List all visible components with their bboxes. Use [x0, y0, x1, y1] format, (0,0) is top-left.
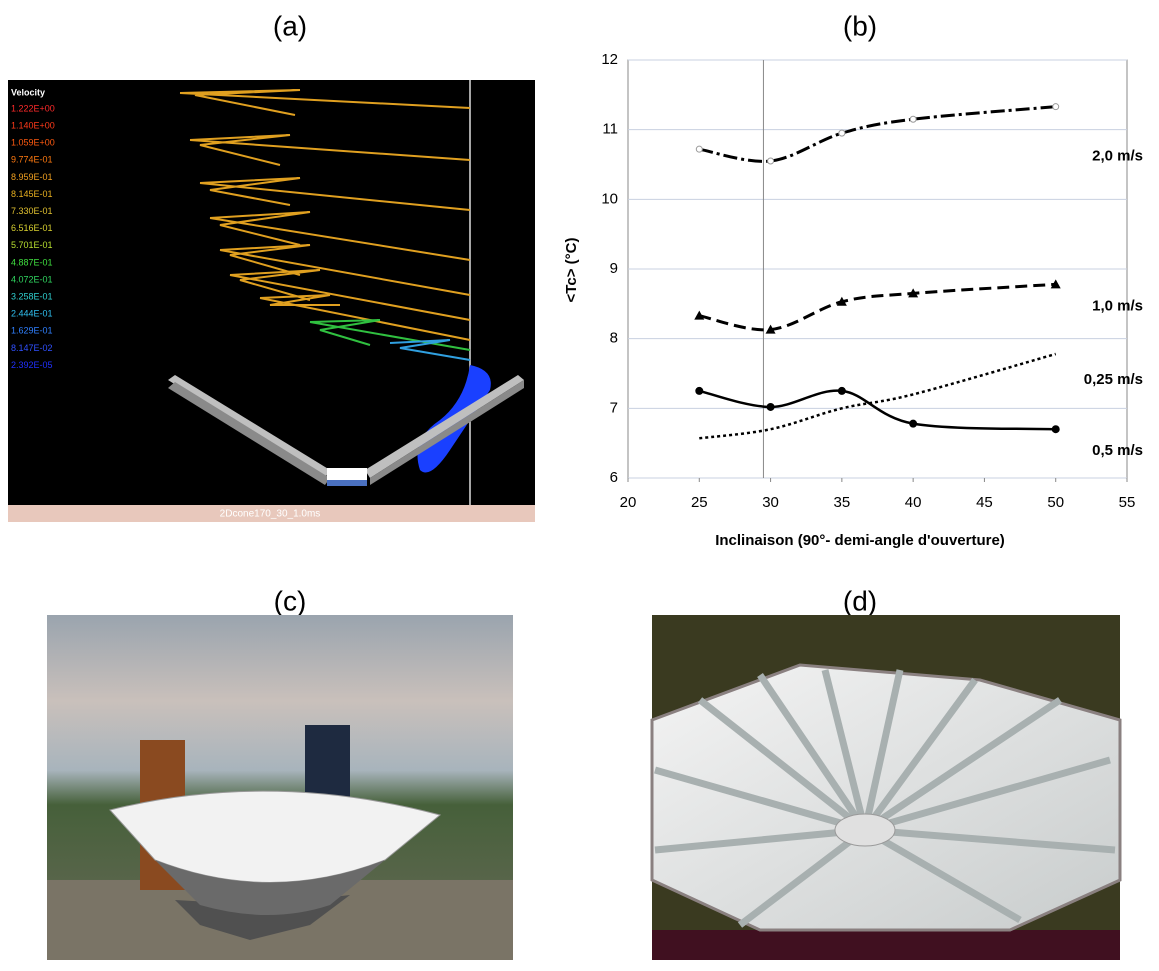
marker	[836, 296, 847, 306]
legend-value: 4.072E-01	[11, 274, 53, 284]
legend-value: 9.774E-01	[11, 155, 53, 165]
marker	[766, 402, 775, 411]
legend-value: 3.258E-01	[11, 291, 53, 301]
x-tick-label: 20	[620, 494, 637, 511]
series-line	[699, 105, 1056, 163]
legend-value: 4.887E-01	[11, 257, 53, 267]
simulation-image	[8, 80, 535, 522]
y-tick-label: 12	[601, 51, 618, 68]
marker	[694, 310, 705, 320]
marker	[695, 386, 704, 395]
legend-value: 8.145E-01	[11, 189, 53, 199]
panel-label: (b)	[843, 10, 877, 41]
marker	[1051, 425, 1060, 434]
x-tick-label: 50	[1047, 494, 1064, 511]
legend-value: 6.516E-01	[11, 223, 53, 233]
marker	[695, 145, 703, 153]
legend-value: 5.701E-01	[11, 240, 53, 250]
legend-value: 2.392E-05	[11, 360, 53, 370]
marker	[1050, 279, 1061, 289]
x-tick-label: 30	[762, 494, 779, 511]
x-tick-label: 25	[691, 494, 708, 511]
legend-value: 7.330E-01	[11, 206, 53, 216]
marker	[909, 419, 918, 428]
marker	[1052, 103, 1060, 111]
photo-dish-field	[47, 615, 513, 960]
series-label: 0,25 m/s	[1084, 371, 1143, 388]
panel-label: (d)	[843, 585, 877, 616]
panel-label: (c)	[274, 585, 307, 616]
marker	[837, 386, 846, 395]
marker	[767, 157, 775, 165]
y-axis-title: <Tc> (°C)	[563, 238, 580, 303]
legend-value: 1.629E-01	[11, 326, 53, 336]
legend-value: 1.222E+00	[11, 103, 55, 113]
series-line	[698, 282, 1056, 332]
render-caption: 2Dcone170_30_1.0ms	[220, 509, 321, 520]
legend-value: 2.444E-01	[11, 309, 53, 319]
photo-dish-closeup	[650, 615, 1122, 960]
x-tick-label: 40	[905, 494, 922, 511]
legend-value: 1.059E+00	[11, 138, 55, 148]
marker	[908, 288, 919, 298]
marker	[838, 129, 846, 137]
series-label: 1,0 m/s	[1092, 297, 1143, 314]
marker	[909, 115, 917, 123]
marker	[765, 324, 776, 334]
series-line	[699, 389, 1056, 431]
x-tick-label: 45	[976, 494, 993, 511]
series-label: 0,5 m/s	[1092, 442, 1143, 459]
series-label: 2,0 m/s	[1092, 148, 1143, 165]
y-tick-label: 11	[602, 121, 618, 138]
legend-title: Velocity	[11, 87, 45, 97]
x-tick-label: 55	[1119, 494, 1136, 511]
legend-value: 8.147E-02	[11, 343, 53, 353]
y-tick-label: 9	[610, 260, 618, 277]
series-line	[699, 352, 1057, 440]
x-axis-title: Inclinaison (90°- demi-angle d'ouverture…	[715, 532, 1005, 549]
y-tick-label: 10	[601, 190, 618, 207]
y-tick-label: 6	[610, 469, 618, 486]
panel-label: (a)	[273, 10, 307, 41]
y-tick-label: 8	[610, 330, 618, 347]
y-tick-label: 7	[610, 399, 618, 416]
x-tick-label: 35	[834, 494, 851, 511]
legend-value: 8.959E-01	[11, 172, 53, 182]
legend-value: 1.140E+00	[11, 120, 55, 130]
